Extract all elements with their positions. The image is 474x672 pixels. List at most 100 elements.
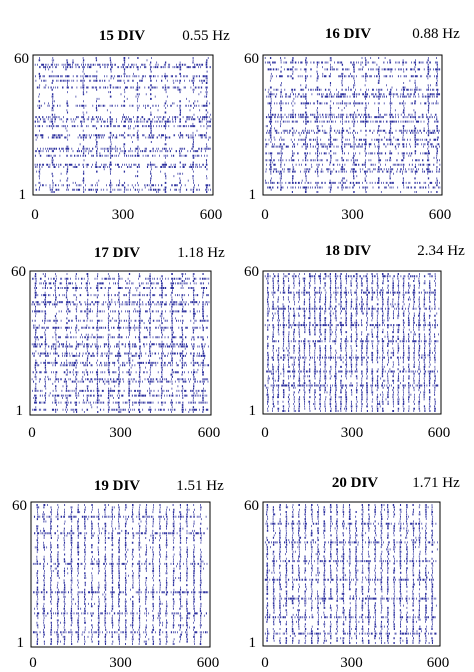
spike-row-59 xyxy=(264,275,436,278)
spike-row-11 xyxy=(34,387,204,390)
spike-row-10 xyxy=(267,389,436,392)
spike-row-8 xyxy=(37,626,201,629)
spike-row-45 xyxy=(35,308,204,311)
x-tick-label: 600 xyxy=(200,207,223,223)
spike-row-15 xyxy=(31,378,209,381)
spike-row-8 xyxy=(291,625,433,628)
spike-row-40 xyxy=(44,102,211,105)
spike-row-2 xyxy=(267,407,436,410)
spike-row-20 xyxy=(266,597,437,600)
spike-row-47 xyxy=(273,534,433,537)
spike-row-56 xyxy=(34,282,210,285)
plot-frame xyxy=(262,270,442,415)
spike-row-45 xyxy=(267,91,438,94)
spike-row-47 xyxy=(36,534,202,537)
spike-row-25 xyxy=(33,354,206,357)
spike-row-60 xyxy=(264,57,437,59)
spike-row-51 xyxy=(39,77,208,80)
spike-row-41 xyxy=(38,100,208,103)
spike-row-10 xyxy=(36,621,201,624)
y-tick-label: 60 xyxy=(244,264,259,280)
spike-row-9 xyxy=(270,172,429,175)
spike-row-11 xyxy=(43,619,202,622)
spike-row-25 xyxy=(266,585,434,588)
spike-row-57 xyxy=(267,280,436,282)
spike-row-2 xyxy=(266,639,434,642)
spike-row-19 xyxy=(35,368,203,371)
spike-row-24 xyxy=(265,138,439,141)
spike-row-60 xyxy=(267,273,436,275)
spike-row-41 xyxy=(44,317,204,320)
spike-row-34 xyxy=(266,564,434,567)
spike-row-1 xyxy=(291,191,438,193)
spike-row-31 xyxy=(52,122,207,125)
spike-row-8 xyxy=(280,175,391,178)
spike-row-3 xyxy=(35,406,204,409)
panel-title: 16 DIV xyxy=(325,26,371,42)
spike-row-19 xyxy=(280,150,438,153)
spike-row-5 xyxy=(264,632,437,635)
spike-row-21 xyxy=(66,145,208,148)
spike-row-39 xyxy=(270,104,430,107)
spike-row-5 xyxy=(265,181,440,184)
spike-row-46 xyxy=(267,305,436,308)
spike-row-31 xyxy=(272,340,439,343)
spike-row-28 xyxy=(44,347,204,350)
spike-row-5 xyxy=(34,401,208,404)
spike-row-14 xyxy=(34,612,207,615)
spike-row-30 xyxy=(31,343,206,346)
spike-row-37 xyxy=(51,109,207,112)
spike-row-33 xyxy=(34,336,208,339)
spike-row-9 xyxy=(45,392,204,395)
spike-row-25 xyxy=(36,136,211,139)
spike-row-54 xyxy=(280,70,438,73)
spike-row-16 xyxy=(267,375,436,378)
spike-row-31 xyxy=(36,572,202,575)
spike-row-8 xyxy=(38,175,207,178)
spike-row-26 xyxy=(34,134,207,137)
panel-title: 15 DIV xyxy=(99,28,145,44)
spike-row-36 xyxy=(36,560,204,563)
spike-row-21 xyxy=(273,595,434,598)
spike-row-4 xyxy=(280,184,438,187)
spike-row-23 xyxy=(96,141,194,143)
spike-row-37 xyxy=(36,558,202,561)
spike-row-35 xyxy=(32,562,208,565)
spike-row-37 xyxy=(33,326,208,329)
spike-row-25 xyxy=(270,136,439,139)
spike-row-55 xyxy=(267,68,441,71)
spike-row-55 xyxy=(33,515,207,518)
spike-row-25 xyxy=(267,354,436,357)
spike-row-52 xyxy=(34,291,205,294)
spike-row-38 xyxy=(264,324,438,327)
spike-row-16 xyxy=(34,607,201,610)
spike-row-47 xyxy=(31,303,208,306)
spike-row-44 xyxy=(32,310,205,313)
spike-row-36 xyxy=(35,329,204,332)
spike-row-38 xyxy=(33,324,203,327)
spike-row-11 xyxy=(265,386,436,389)
raster-panel-1: 15 DIV 0.55 Hz 60 10 300 600 xyxy=(14,28,230,223)
spike-row-17 xyxy=(270,154,438,157)
spike-row-49 xyxy=(36,529,201,532)
spike-row-9 xyxy=(267,391,435,394)
spike-row-29 xyxy=(52,127,208,130)
spike-row-34 xyxy=(35,333,184,336)
spike-row-35 xyxy=(268,113,437,116)
spike-row-43 xyxy=(38,95,208,98)
spike-row-23 xyxy=(266,590,433,593)
spike-row-47 xyxy=(36,86,208,89)
spike-row-30 xyxy=(34,125,211,128)
y-tick-label: 1 xyxy=(249,635,257,651)
spike-row-2 xyxy=(35,188,211,191)
x-tick-label: 300 xyxy=(112,207,135,223)
spike-row-51 xyxy=(267,293,436,296)
spike-row-28 xyxy=(267,129,440,132)
x-tick-label: 300 xyxy=(341,425,364,441)
spike-row-46 xyxy=(264,88,439,91)
spike-row-36 xyxy=(271,560,437,563)
spike-row-44 xyxy=(37,541,202,544)
spike-row-12 xyxy=(270,166,438,168)
spike-row-16 xyxy=(34,375,195,378)
spike-row-29 xyxy=(266,576,433,579)
